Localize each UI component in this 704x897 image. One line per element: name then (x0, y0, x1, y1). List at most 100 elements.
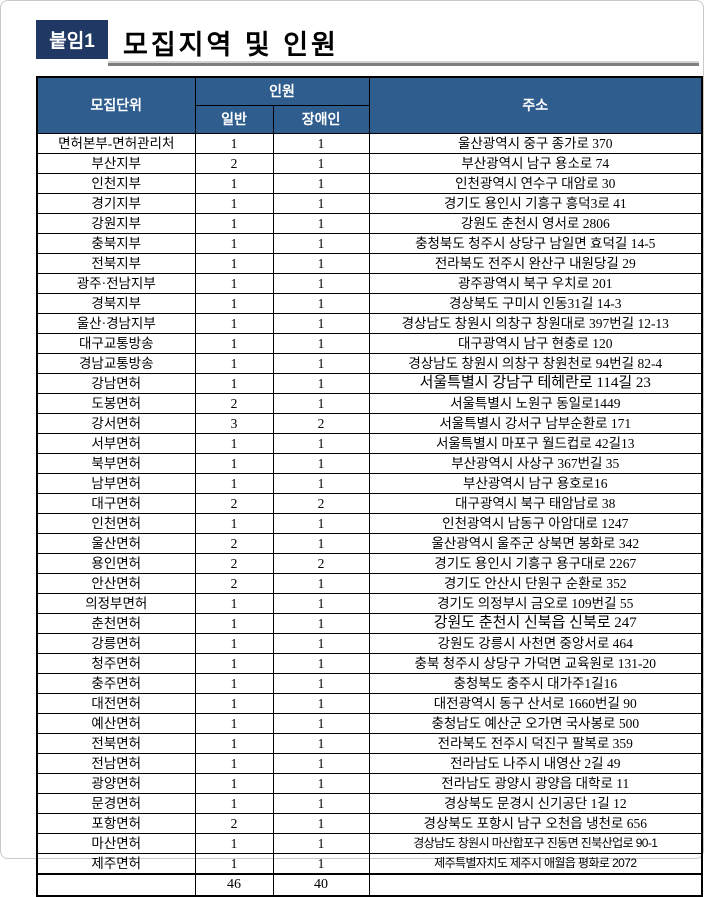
address-cell: 부산광역시 사상구 367번길 35 (368, 452, 703, 474)
disabled-count-cell: 1 (272, 532, 370, 554)
address-cell: 강원도 춘천시 신북읍 신북로 247 (368, 612, 703, 634)
address-cell: 경상북도 문경시 신기공단 1길 12 (368, 792, 703, 814)
general-count-cell: 2 (194, 152, 274, 174)
disabled-count-cell: 2 (272, 552, 370, 574)
table-row: 울산·경남지부 1 1 경상남도 창원시 의창구 창원대로 397번길 12-13 (36, 312, 703, 334)
address-cell: 광주광역시 북구 우치로 201 (368, 272, 703, 294)
address-cell: 경상북도 포항시 남구 오천읍 냉천로 656 (368, 812, 703, 834)
address-cell: 전라북도 전주시 완산구 내원당길 29 (368, 252, 703, 274)
address-cell: 서울특별시 노원구 동일로1449 (368, 392, 703, 414)
disabled-count-cell: 1 (272, 512, 370, 534)
general-count-cell: 3 (194, 412, 274, 434)
table-row: 포항면허 2 1 경상북도 포항시 남구 오천읍 냉천로 656 (36, 812, 703, 834)
disabled-count-cell: 1 (272, 472, 370, 494)
unit-cell: 강릉면허 (36, 632, 196, 654)
address-cell: 인천광역시 남동구 아암대로 1247 (368, 512, 703, 534)
general-count-cell: 2 (194, 812, 274, 834)
table-footer: 46 40 (36, 872, 703, 896)
table-row: 전북지부 1 1 전라북도 전주시 완산구 내원당길 29 (36, 252, 703, 274)
general-count-cell: 1 (194, 172, 274, 194)
address-cell: 강원도 강릉시 사천면 중앙서로 464 (368, 632, 703, 654)
attachment-badge: 붙임1 (36, 20, 108, 59)
general-count-cell: 1 (194, 792, 274, 814)
table-row: 용인면허 2 2 경기도 용인시 기흥구 용구대로 2267 (36, 552, 703, 574)
unit-cell: 안산면허 (36, 572, 196, 594)
totals-unit-cell (36, 872, 196, 896)
unit-cell: 부산지부 (36, 152, 196, 174)
disabled-count-cell: 1 (272, 432, 370, 454)
disabled-count-cell: 1 (272, 772, 370, 794)
unit-cell: 경북지부 (36, 292, 196, 314)
header-unit: 모집단위 (36, 76, 196, 134)
disabled-count-cell: 1 (272, 652, 370, 674)
general-count-cell: 1 (194, 632, 274, 654)
table-row: 충주면허 1 1 충청북도 충주시 대가주1길16 (36, 672, 703, 694)
unit-cell: 대전면허 (36, 692, 196, 714)
address-cell: 충청남도 예산군 오가면 국사봉로 500 (368, 712, 703, 734)
title-underline-rule (108, 61, 699, 66)
table-row: 충북지부 1 1 충청북도 청주시 상당구 남일면 효덕길 14-5 (36, 232, 703, 254)
totals-address-cell (368, 872, 703, 896)
unit-cell: 전북면허 (36, 732, 196, 754)
table-header: 모집단위 인원 주소 일반 장애인 (36, 76, 703, 134)
unit-cell: 충주면허 (36, 672, 196, 694)
disabled-count-cell: 1 (272, 732, 370, 754)
address-cell: 전라북도 전주시 덕진구 팔복로 359 (368, 732, 703, 754)
header-general: 일반 (194, 104, 274, 134)
table-row: 인천지부 1 1 인천광역시 연수구 대암로 30 (36, 172, 703, 194)
table-row: 강남면허 1 1 서울특별시 강남구 테헤란로 114길 23 (36, 372, 703, 394)
general-count-cell: 1 (194, 852, 274, 874)
table-row: 전남면허 1 1 전라남도 나주시 내영산 2길 49 (36, 752, 703, 774)
address-cell: 인천광역시 연수구 대암로 30 (368, 172, 703, 194)
disabled-count-cell: 1 (272, 232, 370, 254)
table-row: 춘천면허 1 1 강원도 춘천시 신북읍 신북로 247 (36, 612, 703, 634)
general-count-cell: 1 (194, 272, 274, 294)
table-row: 제주면허 1 1 제주특별자치도 제주시 애월읍 평화로 2072 (36, 852, 703, 874)
unit-cell: 전남면허 (36, 752, 196, 774)
table-row: 강서면허 3 2 서울특별시 강서구 남부순환로 171 (36, 412, 703, 434)
document-header: 붙임1 모집지역 및 인원 (1, 1, 703, 71)
address-cell: 경상남도 창원시 의창구 창원대로 397번길 12-13 (368, 312, 703, 334)
totals-disabled-cell: 40 (272, 872, 370, 896)
address-cell: 제주특별자치도 제주시 애월읍 평화로 2072 (368, 852, 703, 874)
address-cell: 서울특별시 강남구 테헤란로 114길 23 (368, 372, 703, 394)
disabled-count-cell: 1 (272, 592, 370, 614)
general-count-cell: 2 (194, 552, 274, 574)
general-count-cell: 2 (194, 492, 274, 514)
disabled-count-cell: 1 (272, 392, 370, 414)
general-count-cell: 1 (194, 232, 274, 254)
disabled-count-cell: 1 (272, 272, 370, 294)
general-count-cell: 1 (194, 692, 274, 714)
address-cell: 부산광역시 남구 용소로 74 (368, 152, 703, 174)
table-row: 서부면허 1 1 서울특별시 마포구 월드컵로 42길13 (36, 432, 703, 454)
general-count-cell: 2 (194, 532, 274, 554)
table-row: 대전면허 1 1 대전광역시 동구 산서로 1660번길 90 (36, 692, 703, 714)
address-cell: 대구광역시 남구 현충로 120 (368, 332, 703, 354)
unit-cell: 강원지부 (36, 212, 196, 234)
unit-cell: 인천면허 (36, 512, 196, 534)
disabled-count-cell: 1 (272, 792, 370, 814)
table-row: 경북지부 1 1 경상북도 구미시 인동31길 14-3 (36, 292, 703, 314)
general-count-cell: 1 (194, 652, 274, 674)
disabled-count-cell: 2 (272, 412, 370, 434)
disabled-count-cell: 1 (272, 672, 370, 694)
table-row: 강원지부 1 1 강원도 춘천시 영서로 2806 (36, 212, 703, 234)
disabled-count-cell: 1 (272, 212, 370, 234)
unit-cell: 충북지부 (36, 232, 196, 254)
general-count-cell: 2 (194, 392, 274, 414)
address-cell: 경기도 안산시 단원구 순환로 352 (368, 572, 703, 594)
address-cell: 경기도 용인시 기흥구 용구대로 2267 (368, 552, 703, 574)
unit-cell: 의정부면허 (36, 592, 196, 614)
header-address: 주소 (368, 76, 703, 134)
table-header-row-2: 일반 장애인 (37, 104, 702, 134)
address-cell: 경기도 의정부시 금오로 109번길 55 (368, 592, 703, 614)
general-count-cell: 1 (194, 332, 274, 354)
unit-cell: 예산면허 (36, 712, 196, 734)
general-count-cell: 1 (194, 672, 274, 694)
address-cell: 울산광역시 울주군 상북면 봉화로 342 (368, 532, 703, 554)
unit-cell: 전북지부 (36, 252, 196, 274)
disabled-count-cell: 1 (272, 352, 370, 374)
disabled-count-cell: 1 (272, 372, 370, 394)
general-count-cell: 1 (194, 732, 274, 754)
address-cell: 대구광역시 북구 태암남로 38 (368, 492, 703, 514)
